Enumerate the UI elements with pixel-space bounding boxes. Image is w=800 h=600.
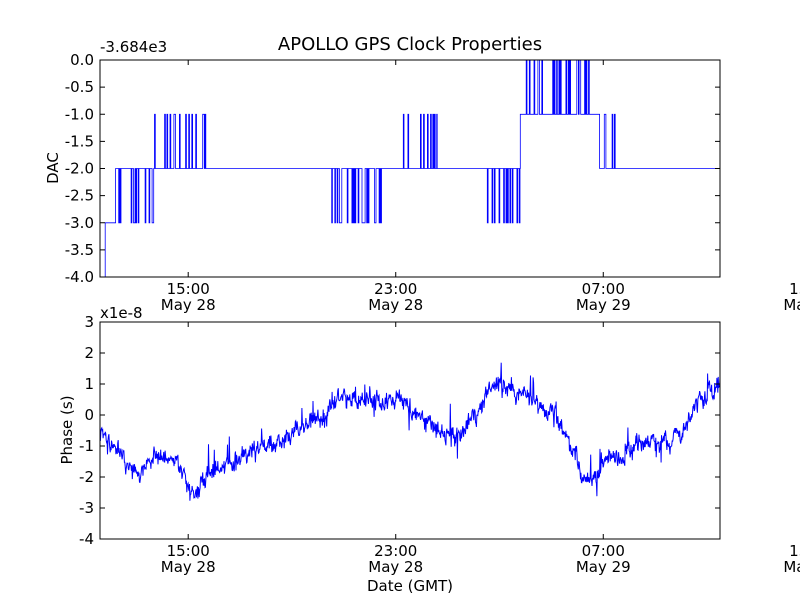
dac-series-line — [100, 60, 720, 277]
dac-xtick-time: 15:00 — [789, 280, 800, 298]
phase-ylabel: Phase (s) — [58, 395, 76, 464]
phase-ytick-label: -1 — [79, 437, 94, 455]
dac-ylabel: DAC — [44, 152, 62, 184]
dac-ticks: 0.0 -0.5 -1.0 -1.5 -2.0 -2.5 -3.0 -3.5 -4.0 15:00… — [65, 51, 800, 314]
dac-ytick-label: -4.0 — [65, 268, 94, 286]
phase-axes-frame — [99, 321, 721, 540]
phase-series-line — [100, 362, 720, 501]
dac-xtick-time: 23:00 — [374, 280, 417, 298]
phase-xtick-time: 15:00 — [789, 542, 800, 560]
phase-xlabel: Date (GMT) — [367, 577, 453, 595]
dac-ytick-label: -1.5 — [65, 132, 94, 150]
dac-xtick-date: May 28 — [368, 296, 423, 314]
dac-xtick-date: May 29 — [783, 296, 800, 314]
dac-ytick-label: -3.5 — [65, 241, 94, 259]
phase-axes: x1e-8 Phase (s) Date (GMT) 3 2 1 0 -1 -2 -3 -4 1… — [58, 304, 800, 595]
dac-series-group — [100, 60, 720, 277]
phase-ytick-label: -4 — [79, 530, 94, 548]
dac-offset-label: -3.684e3 — [100, 38, 167, 56]
dac-ytick-label: -2.0 — [65, 160, 94, 178]
dac-xtick-time: 07:00 — [582, 280, 625, 298]
phase-xtick-date: May 28 — [368, 558, 423, 576]
dac-axes: -3.684e3 DAC 0.0 -0.5 -1.0 -1.5 -2.0 -2.5 -3.0… — [44, 38, 800, 314]
phase-ytick-label: -2 — [79, 468, 94, 486]
phase-xtick-date: May 28 — [161, 558, 216, 576]
phase-offset-label: x1e-8 — [100, 304, 143, 322]
chart-title: APOLLO GPS Clock Properties — [278, 34, 542, 55]
phase-ytick-label: 2 — [84, 344, 94, 362]
phase-ytick-label: 3 — [84, 313, 94, 331]
dac-xtick-date: May 28 — [161, 296, 216, 314]
dac-xtick-date: May 29 — [576, 296, 631, 314]
phase-ytick-label: 1 — [84, 375, 94, 393]
dac-ytick-label: -2.5 — [65, 187, 94, 205]
dac-ytick-label: -3.0 — [65, 214, 94, 232]
phase-xtick-time: 07:00 — [582, 542, 625, 560]
phase-xtick-date: May 29 — [783, 558, 800, 576]
phase-series-group — [100, 362, 720, 501]
dac-ytick-label: -1.0 — [65, 105, 94, 123]
dac-axes-frame — [99, 59, 721, 278]
dac-ytick-label: 0.0 — [70, 51, 94, 69]
phase-xtick-time: 15:00 — [167, 542, 210, 560]
dac-ytick-label: -0.5 — [65, 78, 94, 96]
dac-xtick-time: 15:00 — [167, 280, 210, 298]
phase-xtick-time: 23:00 — [374, 542, 417, 560]
phase-ytick-label: -3 — [79, 499, 94, 517]
phase-xtick-date: May 29 — [576, 558, 631, 576]
phase-ytick-label: 0 — [84, 406, 94, 424]
